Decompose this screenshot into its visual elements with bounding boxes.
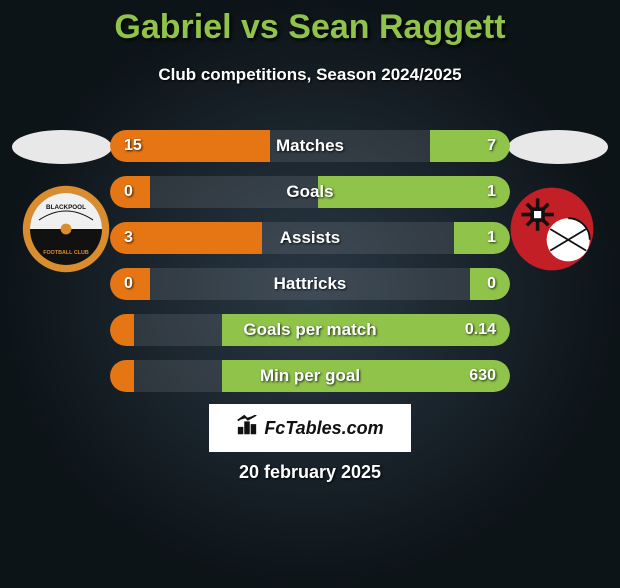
chart-icon (236, 415, 258, 442)
stat-label: Min per goal (110, 360, 510, 392)
stat-row: Goals per match0.14 (110, 314, 510, 346)
stat-value-right: 0.14 (465, 314, 496, 346)
stat-row: Hattricks0 0 (110, 268, 510, 300)
stat-value-left: 15 (124, 130, 142, 162)
stat-label: Goals (110, 176, 510, 208)
stat-row: Matches15 7 (110, 130, 510, 162)
stat-label: Assists (110, 222, 510, 254)
stat-value-right: 1 (487, 222, 496, 254)
stat-value-right: 1 (487, 176, 496, 208)
subtitle: Club competitions, Season 2024/2025 (0, 65, 620, 85)
brand-text: FcTables.com (264, 418, 383, 439)
page-title: Gabriel vs Sean Raggett (0, 8, 620, 47)
svg-text:FOOTBALL CLUB: FOOTBALL CLUB (43, 250, 89, 256)
stat-value-right: 630 (469, 360, 496, 392)
stat-row: Goals0 1 (110, 176, 510, 208)
svg-text:BLACKPOOL: BLACKPOOL (46, 204, 86, 211)
club-badge-right (502, 184, 602, 274)
stat-label: Matches (110, 130, 510, 162)
player-right-avatar (508, 130, 608, 164)
club-badge-left: BLACKPOOL FOOTBALL CLUB (16, 184, 116, 274)
stat-row: Assists3 1 (110, 222, 510, 254)
stat-value-right: 7 (487, 130, 496, 162)
stat-value-left: 0 (124, 268, 133, 300)
stats-container: Matches157Goals01Assists31Hattricks00Goa… (110, 130, 510, 406)
stat-row: Min per goal630 (110, 360, 510, 392)
player-left-avatar (12, 130, 112, 164)
brand-badge: FcTables.com (209, 404, 411, 452)
stat-label: Goals per match (110, 314, 510, 346)
stat-value-right: 0 (487, 268, 496, 300)
stat-value-left: 0 (124, 176, 133, 208)
stat-label: Hattricks (110, 268, 510, 300)
stat-value-left: 3 (124, 222, 133, 254)
date-text: 20 february 2025 (0, 462, 620, 483)
